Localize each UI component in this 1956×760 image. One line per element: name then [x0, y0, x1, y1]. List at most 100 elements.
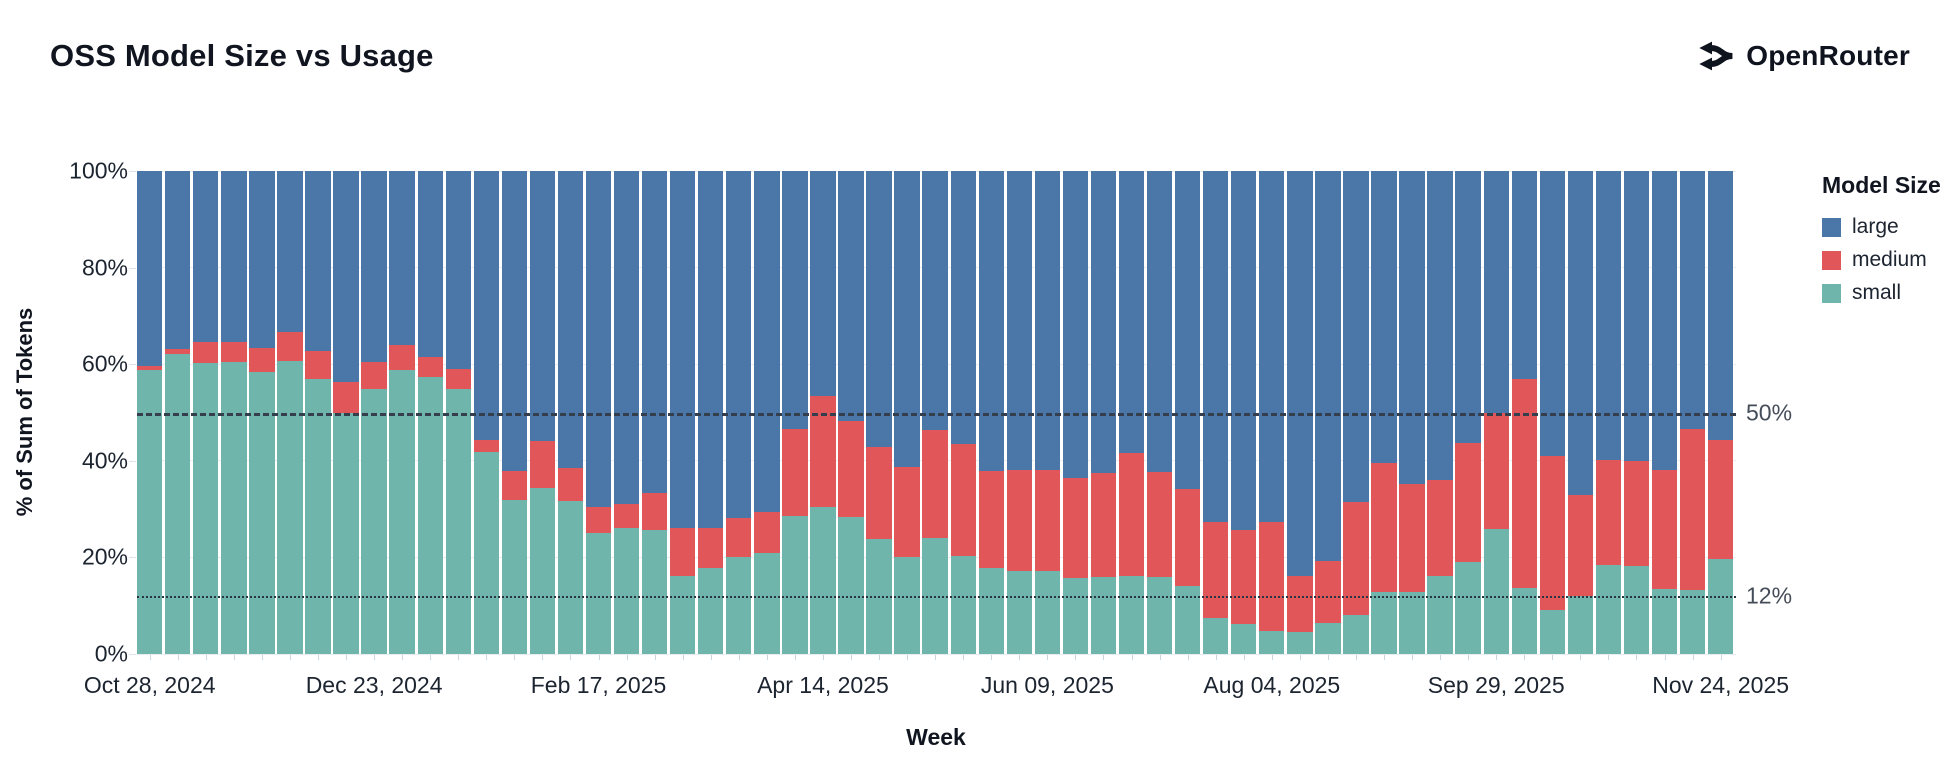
- bar-segment-large[interactable]: [810, 171, 836, 396]
- bar-segment-large[interactable]: [277, 171, 303, 333]
- bar-segment-large[interactable]: [1399, 171, 1425, 484]
- bar-week-23[interactable]: [782, 171, 808, 654]
- bar-segment-large[interactable]: [1062, 171, 1089, 479]
- bar-segment-large[interactable]: [501, 171, 528, 472]
- bar-segment-medium[interactable]: [1707, 440, 1734, 559]
- bar-segment-large[interactable]: [838, 171, 864, 421]
- bar-week-55[interactable]: [1679, 171, 1706, 654]
- bar-segment-large[interactable]: [1203, 171, 1229, 522]
- bar-segment-medium[interactable]: [1034, 470, 1061, 571]
- bar-segment-medium[interactable]: [417, 357, 443, 378]
- bar-week-48[interactable]: [1483, 171, 1509, 654]
- bar-segment-large[interactable]: [1455, 171, 1481, 443]
- bar-segment-large[interactable]: [894, 171, 920, 467]
- bar-segment-large[interactable]: [1231, 171, 1257, 530]
- bar-segment-large[interactable]: [641, 171, 668, 494]
- bar-segment-medium[interactable]: [1539, 456, 1565, 610]
- bar-week-12[interactable]: [473, 171, 499, 654]
- bar-segment-medium[interactable]: [1118, 452, 1145, 577]
- bar-week-47[interactable]: [1455, 171, 1481, 654]
- bar-segment-small[interactable]: [1034, 570, 1061, 654]
- bar-week-24[interactable]: [810, 171, 836, 654]
- bar-segment-small[interactable]: [1062, 578, 1089, 654]
- bar-segment-large[interactable]: [305, 171, 331, 351]
- bar-week-31[interactable]: [1006, 171, 1032, 654]
- bar-week-27[interactable]: [894, 171, 920, 654]
- bar-segment-large[interactable]: [726, 171, 752, 519]
- bar-week-5[interactable]: [277, 171, 303, 654]
- bar-segment-small[interactable]: [1006, 571, 1032, 654]
- bar-segment-small[interactable]: [726, 556, 752, 654]
- bar-segment-large[interactable]: [221, 171, 247, 342]
- bar-segment-large[interactable]: [978, 171, 1004, 472]
- bar-segment-medium[interactable]: [165, 349, 191, 354]
- bar-segment-small[interactable]: [1343, 614, 1369, 654]
- bar-segment-medium[interactable]: [1371, 462, 1397, 593]
- bar-segment-large[interactable]: [1371, 171, 1397, 463]
- bar-segment-small[interactable]: [445, 389, 471, 654]
- bar-segment-small[interactable]: [838, 517, 864, 654]
- bar-segment-medium[interactable]: [754, 511, 780, 554]
- bar-segment-medium[interactable]: [1483, 413, 1509, 529]
- bar-segment-small[interactable]: [613, 527, 640, 654]
- bar-week-33[interactable]: [1062, 171, 1089, 654]
- bar-segment-large[interactable]: [1511, 171, 1537, 380]
- bar-week-30[interactable]: [978, 171, 1004, 654]
- bar-segment-small[interactable]: [782, 515, 808, 654]
- bar-week-41[interactable]: [1287, 171, 1313, 654]
- bar-segment-small[interactable]: [473, 451, 499, 654]
- bar-week-51[interactable]: [1567, 171, 1594, 654]
- bar-segment-large[interactable]: [922, 171, 948, 431]
- bar-segment-small[interactable]: [1399, 592, 1425, 654]
- bar-week-8[interactable]: [361, 171, 387, 654]
- bar-segment-small[interactable]: [361, 389, 387, 654]
- bar-segment-small[interactable]: [1287, 632, 1313, 654]
- bar-week-3[interactable]: [221, 171, 247, 654]
- bar-segment-small[interactable]: [249, 372, 275, 654]
- bar-week-52[interactable]: [1595, 171, 1622, 654]
- bar-segment-small[interactable]: [1427, 575, 1453, 654]
- bar-segment-large[interactable]: [1651, 171, 1678, 470]
- bar-segment-small[interactable]: [1203, 618, 1229, 654]
- bar-segment-small[interactable]: [389, 370, 415, 654]
- bar-segment-medium[interactable]: [277, 332, 303, 361]
- bar-segment-medium[interactable]: [1595, 459, 1622, 565]
- bar-segment-medium[interactable]: [501, 471, 528, 500]
- bar-segment-medium[interactable]: [1427, 479, 1453, 576]
- bar-segment-medium[interactable]: [1623, 460, 1650, 567]
- bar-segment-medium[interactable]: [641, 493, 668, 530]
- bar-week-38[interactable]: [1203, 171, 1229, 654]
- bar-week-14[interactable]: [529, 171, 556, 654]
- bar-segment-medium[interactable]: [866, 447, 892, 540]
- bar-week-2[interactable]: [193, 171, 219, 654]
- bar-segment-large[interactable]: [417, 171, 443, 358]
- bar-segment-medium[interactable]: [529, 441, 556, 489]
- bar-segment-large[interactable]: [389, 171, 415, 346]
- bar-week-19[interactable]: [670, 171, 696, 654]
- bar-segment-large[interactable]: [557, 171, 584, 469]
- bar-segment-large[interactable]: [1146, 171, 1173, 473]
- bar-segment-medium[interactable]: [1455, 442, 1481, 563]
- bar-segment-large[interactable]: [754, 171, 780, 512]
- bar-segment-small[interactable]: [417, 377, 443, 654]
- bar-week-32[interactable]: [1034, 171, 1061, 654]
- bar-week-17[interactable]: [613, 171, 640, 654]
- bar-segment-small[interactable]: [641, 529, 668, 654]
- bar-segment-large[interactable]: [585, 171, 612, 508]
- bar-segment-large[interactable]: [1090, 171, 1117, 474]
- bar-segment-small[interactable]: [221, 361, 247, 654]
- bar-segment-small[interactable]: [754, 553, 780, 654]
- bar-segment-large[interactable]: [137, 171, 163, 367]
- bar-segment-large[interactable]: [782, 171, 808, 430]
- bar-segment-large[interactable]: [165, 171, 191, 350]
- bar-segment-medium[interactable]: [389, 345, 415, 371]
- bar-segment-large[interactable]: [1623, 171, 1650, 461]
- bar-week-20[interactable]: [698, 171, 724, 654]
- bar-segment-medium[interactable]: [473, 440, 499, 452]
- bar-segment-medium[interactable]: [726, 518, 752, 557]
- bar-segment-small[interactable]: [1679, 590, 1706, 654]
- bar-segment-medium[interactable]: [922, 430, 948, 539]
- bar-segment-medium[interactable]: [1679, 429, 1706, 591]
- bar-week-42[interactable]: [1315, 171, 1341, 654]
- bar-segment-large[interactable]: [613, 171, 640, 505]
